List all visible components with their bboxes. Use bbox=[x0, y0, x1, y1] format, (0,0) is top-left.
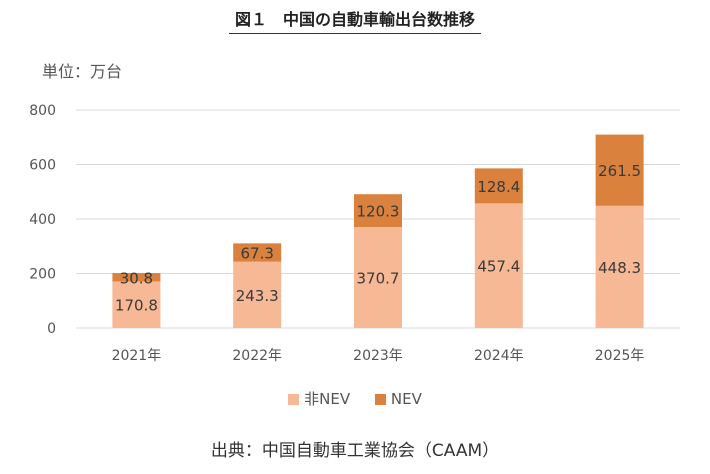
data-label-nev-5: 261.5 bbox=[598, 162, 641, 180]
bar-nev-3 bbox=[354, 194, 402, 227]
legend-swatch-non-nev bbox=[288, 394, 300, 405]
x-tick-label-2: 2022年 bbox=[232, 348, 282, 364]
bar-nev-2 bbox=[233, 243, 282, 262]
stacked-bar-chart: 0 200 400 600 800 170.8 30.8 243.3 67.3 370.7 120… bbox=[29, 103, 680, 364]
data-label-non-nev-4: 457.4 bbox=[477, 258, 520, 276]
x-tick-label-3: 2023年 bbox=[353, 348, 403, 364]
y-tick-label-0: 0 bbox=[47, 321, 56, 337]
x-tick-label-5: 2025年 bbox=[595, 348, 645, 364]
y-axis-ticks: 0 200 400 600 800 bbox=[29, 103, 56, 337]
data-labels: 170.8 30.8 243.3 67.3 370.7 120.3 457.4 128.4 44… bbox=[115, 162, 641, 315]
legend-item-nev: NEV bbox=[374, 390, 422, 408]
y-tick-label-600: 600 bbox=[29, 158, 56, 174]
bar-nev-5 bbox=[595, 134, 644, 206]
data-label-non-nev-1: 170.8 bbox=[115, 297, 158, 315]
legend-swatch-nev bbox=[374, 394, 386, 405]
y-axis-unit-label: 単位：万台 bbox=[42, 62, 123, 81]
data-label-non-nev-5: 448.3 bbox=[598, 259, 641, 277]
data-label-nev-4: 128.4 bbox=[477, 178, 520, 196]
data-label-non-nev-3: 370.7 bbox=[357, 269, 400, 287]
bar-nev-4 bbox=[474, 168, 523, 204]
x-tick-label-4: 2024年 bbox=[474, 348, 524, 364]
x-axis-ticks: 2021年 2022年 2023年 2024年 2025年 bbox=[112, 348, 645, 364]
bar-non-nev-4 bbox=[474, 203, 523, 328]
legend-item-non-nev: 非NEV bbox=[288, 388, 350, 409]
legend: 非NEV NEV bbox=[0, 388, 710, 409]
legend-label-nev: NEV bbox=[390, 390, 422, 408]
bar-non-nev-3 bbox=[354, 226, 402, 328]
bar-non-nev-5 bbox=[595, 205, 644, 328]
data-label-nev-3: 120.3 bbox=[357, 203, 400, 221]
y-tick-label-400: 400 bbox=[29, 212, 56, 228]
bars bbox=[112, 134, 644, 328]
bar-nev-1 bbox=[112, 273, 161, 282]
data-label-nev-2: 67.3 bbox=[240, 245, 273, 263]
bar-non-nev-2 bbox=[233, 261, 282, 328]
data-label-non-nev-2: 243.3 bbox=[236, 287, 279, 305]
y-tick-label-800: 800 bbox=[29, 103, 56, 119]
data-label-nev-1: 30.8 bbox=[120, 269, 153, 287]
y-tick-label-200: 200 bbox=[29, 267, 56, 283]
source-note: 出典：中国自動車工業協会（CAAM） bbox=[210, 441, 500, 461]
chart-title: 図１ 中国の自動車輸出台数推移 bbox=[0, 6, 710, 34]
x-tick-label-1: 2021年 bbox=[112, 348, 162, 364]
legend-label-non-nev: 非NEV bbox=[304, 390, 351, 408]
bar-non-nev-1 bbox=[112, 281, 161, 328]
